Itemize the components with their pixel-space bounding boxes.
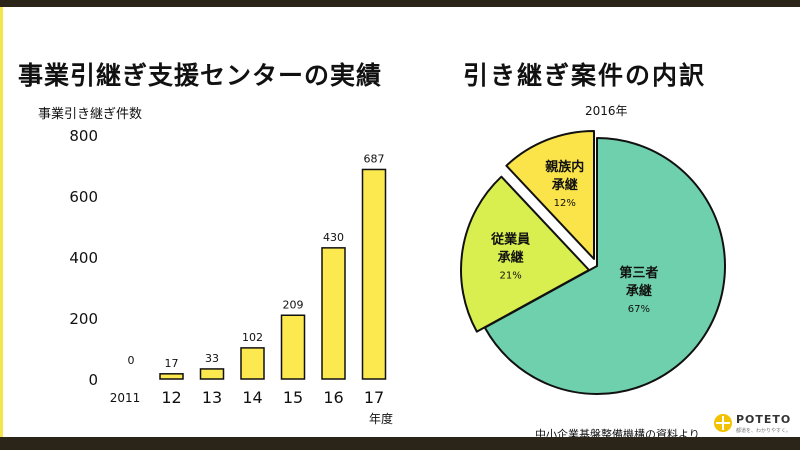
x-tick-label: 12 <box>161 388 181 407</box>
bar-data-label: 209 <box>283 298 304 311</box>
x-tick-label: 16 <box>323 388 343 407</box>
pie-chart-year-label: 2016年 <box>585 104 628 118</box>
top-frame-bar <box>0 0 800 7</box>
x-tick-label: 13 <box>202 388 222 407</box>
y-tick-label: 800 <box>69 127 98 145</box>
y-tick-label: 600 <box>69 188 98 206</box>
bar-data-label: 17 <box>165 357 179 370</box>
bar-data-label: 0 <box>128 354 135 367</box>
bar-data-label: 102 <box>242 331 263 344</box>
pie-slice-label: 第三者 <box>619 265 658 281</box>
logo-name: POTETO <box>736 413 792 426</box>
x-tick-label: 2011 <box>110 391 141 405</box>
bar-data-label: 33 <box>205 352 219 365</box>
poteto-logo-icon <box>714 414 732 432</box>
pie-slice-label: 承継 <box>498 250 524 266</box>
logo-tagline: 都道を、わかりやすく。 <box>736 428 792 434</box>
x-tick-label: 15 <box>283 388 303 407</box>
pie-slice-percent: 12% <box>554 198 576 209</box>
x-tick-label: 14 <box>242 388 262 407</box>
pie-slice-percent: 67% <box>628 304 650 315</box>
pie-slice-label: 承継 <box>552 177 578 193</box>
bar-13 <box>199 368 225 380</box>
pie-slice-family <box>505 130 595 260</box>
bar-data-label: 430 <box>323 231 344 244</box>
left-accent-strip <box>0 7 3 437</box>
y-tick-label: 200 <box>69 310 98 328</box>
y-tick-label: 0 <box>88 371 98 389</box>
bar-chart-y-axis-label: 事業引き継ぎ件数 <box>38 107 143 122</box>
bar-14 <box>240 347 265 380</box>
bar-16 <box>321 247 346 380</box>
pie-slice-percent: 21% <box>499 271 521 282</box>
bar-17 <box>361 168 387 380</box>
pie-chart-title: 引き継ぎ案件の内訳 <box>463 61 707 90</box>
pie-slice-label: 従業員 <box>490 232 530 248</box>
x-tick-label: 17 <box>364 388 384 407</box>
bar-12 <box>159 373 184 380</box>
bar-data-label: 687 <box>364 152 385 165</box>
bottom-frame-bar <box>0 437 800 450</box>
pie-slice-employee <box>460 175 590 333</box>
bar-15 <box>280 314 306 380</box>
poteto-logo: POTETO 都道を、わかりやすく。 <box>714 411 794 437</box>
x-axis-unit-label: 年度 <box>369 411 393 426</box>
pie-slice-third-party <box>483 137 726 395</box>
pie-slice-label: 親族内 <box>545 159 584 175</box>
y-tick-label: 400 <box>69 249 98 267</box>
pie-slice-label: 承継 <box>626 283 652 299</box>
bar-chart-title: 事業引継ぎ支援センターの実績 <box>18 61 383 90</box>
